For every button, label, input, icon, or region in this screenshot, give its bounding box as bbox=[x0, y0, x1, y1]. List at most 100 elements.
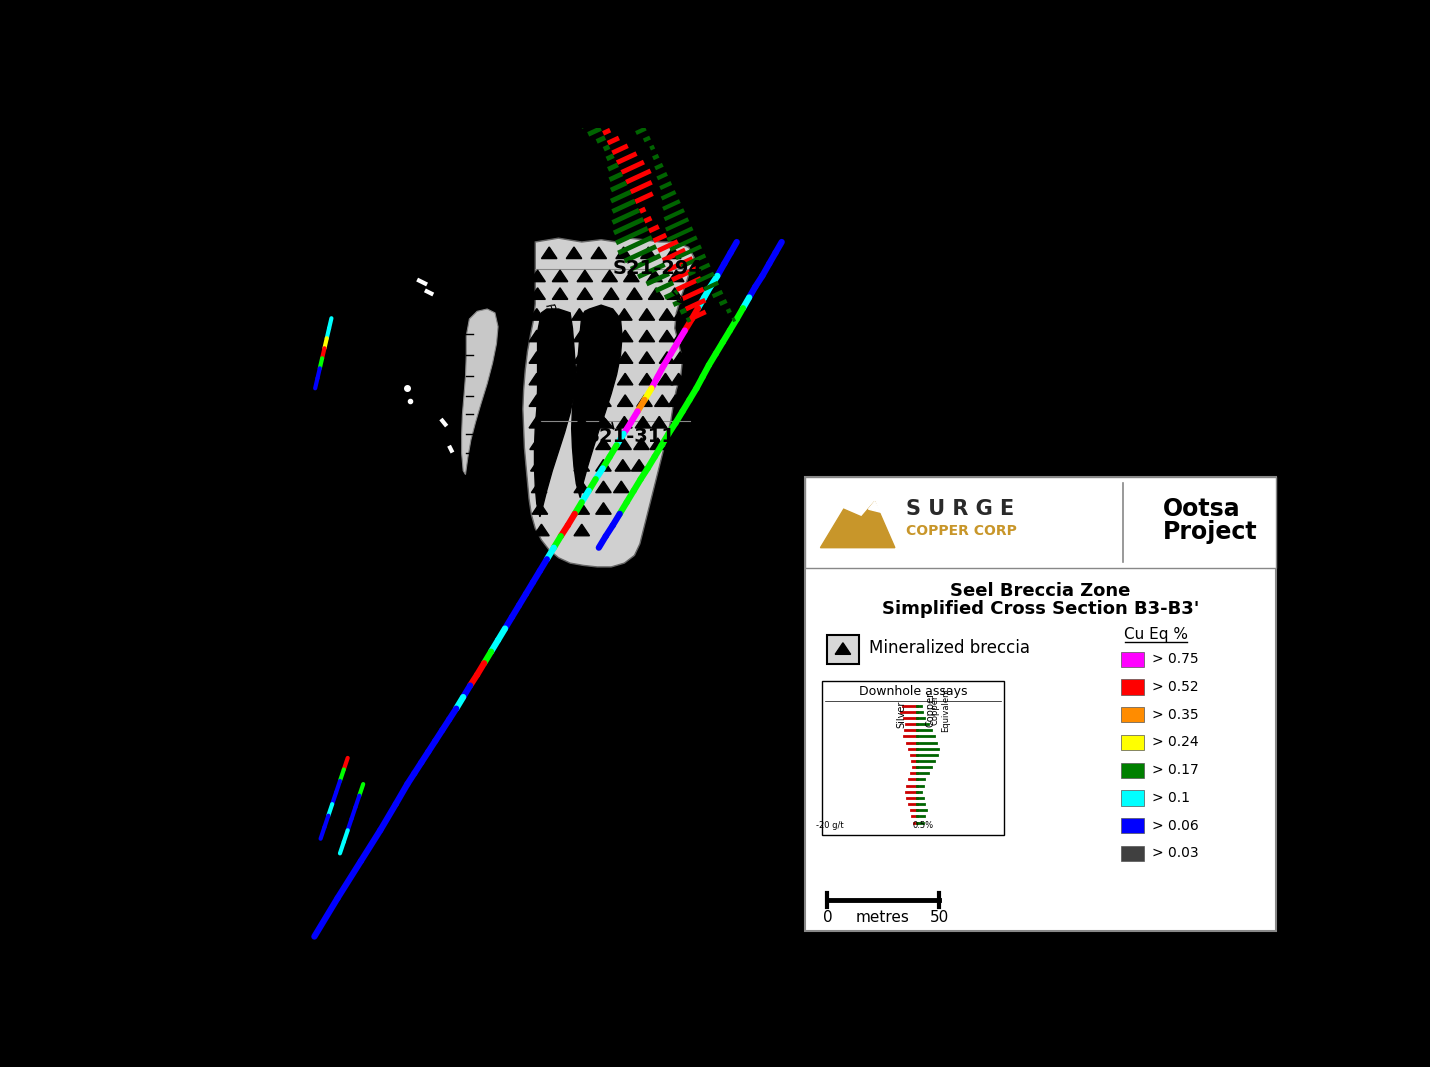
Polygon shape bbox=[618, 330, 633, 341]
Text: Copper
Equivalent: Copper Equivalent bbox=[931, 687, 950, 732]
Text: > 0.1: > 0.1 bbox=[1153, 791, 1190, 805]
Text: COPPER CORP: COPPER CORP bbox=[905, 524, 1017, 538]
Text: > 0.06: > 0.06 bbox=[1153, 818, 1198, 832]
Polygon shape bbox=[646, 270, 662, 282]
Polygon shape bbox=[532, 503, 548, 514]
Polygon shape bbox=[821, 501, 895, 547]
Polygon shape bbox=[659, 352, 675, 363]
Text: > 0.24: > 0.24 bbox=[1153, 735, 1198, 749]
Polygon shape bbox=[633, 437, 649, 449]
Polygon shape bbox=[665, 246, 681, 258]
Polygon shape bbox=[573, 481, 589, 493]
Polygon shape bbox=[573, 460, 589, 471]
Polygon shape bbox=[573, 352, 589, 363]
Polygon shape bbox=[616, 437, 632, 449]
Bar bbox=[805, 477, 1276, 931]
Polygon shape bbox=[616, 246, 632, 258]
Polygon shape bbox=[572, 305, 622, 497]
Polygon shape bbox=[835, 642, 851, 654]
Bar bbox=[1121, 818, 1144, 833]
Polygon shape bbox=[523, 238, 694, 567]
Polygon shape bbox=[639, 373, 655, 385]
Polygon shape bbox=[596, 308, 611, 320]
Polygon shape bbox=[658, 373, 674, 385]
Polygon shape bbox=[596, 437, 611, 449]
Text: > 0.52: > 0.52 bbox=[1153, 680, 1198, 694]
Text: Seel Breccia Zone: Seel Breccia Zone bbox=[951, 582, 1131, 600]
Polygon shape bbox=[531, 270, 545, 282]
Polygon shape bbox=[531, 288, 545, 300]
Text: metres: metres bbox=[857, 910, 909, 925]
Polygon shape bbox=[618, 395, 633, 407]
Polygon shape bbox=[616, 416, 632, 428]
Bar bbox=[822, 681, 1004, 834]
Polygon shape bbox=[529, 308, 545, 320]
Bar bbox=[805, 477, 1276, 568]
Text: Res...: Res... bbox=[542, 302, 566, 339]
Text: 0: 0 bbox=[824, 910, 834, 925]
Bar bbox=[827, 635, 859, 664]
Polygon shape bbox=[618, 352, 633, 363]
Text: -20 g/t: -20 g/t bbox=[817, 822, 844, 830]
Polygon shape bbox=[566, 246, 582, 258]
Polygon shape bbox=[651, 437, 665, 449]
Text: > 0.35: > 0.35 bbox=[1153, 707, 1198, 721]
Polygon shape bbox=[613, 481, 629, 493]
Polygon shape bbox=[618, 373, 633, 385]
Polygon shape bbox=[529, 330, 545, 341]
Bar bbox=[1121, 652, 1144, 667]
Polygon shape bbox=[533, 524, 549, 536]
Bar bbox=[1121, 735, 1144, 750]
Text: > 0.03: > 0.03 bbox=[1153, 846, 1198, 860]
Text: Ootsa: Ootsa bbox=[1163, 497, 1241, 521]
Polygon shape bbox=[573, 373, 589, 385]
Bar bbox=[1121, 680, 1144, 695]
Text: Mineralized breccia: Mineralized breccia bbox=[869, 639, 1030, 657]
Polygon shape bbox=[672, 352, 688, 363]
Polygon shape bbox=[552, 270, 568, 282]
Polygon shape bbox=[659, 330, 675, 341]
Polygon shape bbox=[573, 330, 589, 341]
Polygon shape bbox=[573, 416, 589, 428]
Polygon shape bbox=[596, 352, 611, 363]
Polygon shape bbox=[529, 416, 545, 428]
Text: Cu Eq %: Cu Eq % bbox=[1124, 627, 1188, 642]
Polygon shape bbox=[868, 501, 881, 512]
Text: Silver: Silver bbox=[897, 701, 907, 729]
Polygon shape bbox=[529, 395, 545, 407]
Polygon shape bbox=[462, 309, 498, 475]
Text: S U R G E: S U R G E bbox=[905, 499, 1014, 520]
Polygon shape bbox=[529, 352, 545, 363]
Bar bbox=[1121, 846, 1144, 861]
Polygon shape bbox=[659, 308, 675, 320]
Polygon shape bbox=[531, 460, 546, 471]
Text: Copper: Copper bbox=[925, 691, 935, 727]
Polygon shape bbox=[572, 308, 588, 320]
Polygon shape bbox=[666, 288, 682, 300]
Polygon shape bbox=[535, 309, 575, 516]
Polygon shape bbox=[602, 270, 618, 282]
Polygon shape bbox=[639, 308, 655, 320]
Text: Downhole assays: Downhole assays bbox=[859, 685, 967, 698]
Polygon shape bbox=[529, 373, 545, 385]
Polygon shape bbox=[635, 416, 651, 428]
Text: 0.5%: 0.5% bbox=[912, 822, 934, 830]
Polygon shape bbox=[596, 330, 611, 341]
Polygon shape bbox=[603, 288, 619, 300]
Polygon shape bbox=[616, 308, 632, 320]
Text: S21-294: S21-294 bbox=[612, 259, 702, 278]
Polygon shape bbox=[596, 460, 611, 471]
Polygon shape bbox=[552, 288, 568, 300]
Polygon shape bbox=[573, 437, 589, 449]
Polygon shape bbox=[578, 288, 592, 300]
Text: > 0.17: > 0.17 bbox=[1153, 763, 1198, 777]
Polygon shape bbox=[669, 270, 684, 282]
Polygon shape bbox=[648, 288, 664, 300]
Polygon shape bbox=[674, 308, 689, 320]
Text: 50: 50 bbox=[930, 910, 948, 925]
Polygon shape bbox=[573, 395, 589, 407]
Text: S21-311: S21-311 bbox=[586, 427, 675, 446]
Bar bbox=[1121, 763, 1144, 778]
Polygon shape bbox=[596, 395, 611, 407]
Text: Project: Project bbox=[1163, 521, 1257, 544]
